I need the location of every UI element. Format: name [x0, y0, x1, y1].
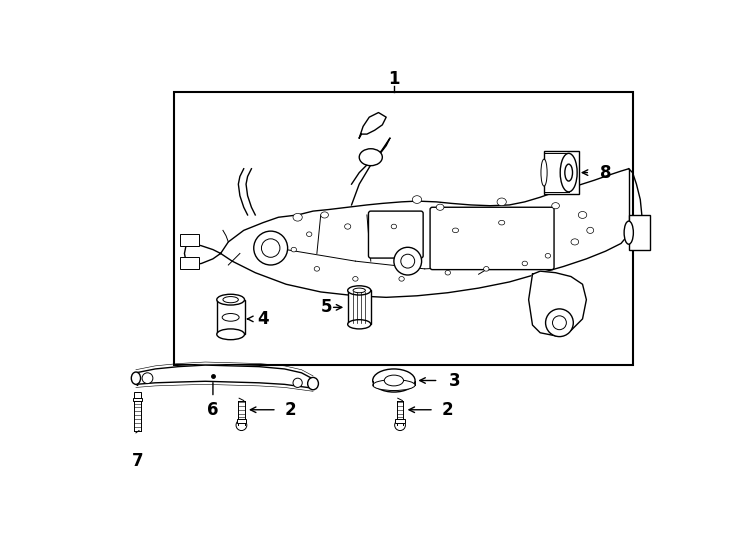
Bar [217, 300, 244, 334]
Text: 1: 1 [388, 70, 399, 87]
Circle shape [545, 309, 573, 336]
Ellipse shape [541, 159, 547, 186]
Bar [544, 151, 578, 194]
FancyBboxPatch shape [430, 207, 554, 269]
Ellipse shape [565, 164, 573, 181]
Ellipse shape [445, 271, 451, 275]
Ellipse shape [560, 153, 577, 192]
Ellipse shape [552, 202, 559, 209]
Ellipse shape [545, 253, 550, 258]
Circle shape [236, 420, 247, 430]
FancyBboxPatch shape [368, 211, 423, 258]
Ellipse shape [308, 377, 319, 390]
Bar [396, 419, 404, 423]
Ellipse shape [522, 261, 528, 266]
Circle shape [254, 231, 288, 265]
Bar [180, 234, 199, 246]
Text: 6: 6 [207, 401, 219, 418]
Ellipse shape [484, 267, 489, 271]
Ellipse shape [353, 276, 358, 281]
Circle shape [401, 254, 415, 268]
Ellipse shape [624, 221, 633, 244]
Ellipse shape [399, 276, 404, 281]
Polygon shape [528, 271, 586, 336]
Ellipse shape [498, 220, 505, 225]
Bar [133, 398, 142, 401]
Bar [629, 215, 650, 249]
Ellipse shape [452, 228, 459, 233]
Ellipse shape [586, 227, 594, 233]
Bar [237, 419, 246, 423]
Polygon shape [136, 365, 313, 388]
Ellipse shape [359, 148, 382, 166]
Ellipse shape [436, 204, 444, 210]
Ellipse shape [578, 212, 586, 218]
Ellipse shape [222, 314, 239, 321]
Ellipse shape [314, 267, 319, 271]
Ellipse shape [571, 239, 578, 245]
Circle shape [293, 378, 302, 387]
Ellipse shape [293, 213, 302, 221]
Ellipse shape [217, 294, 244, 305]
Ellipse shape [131, 372, 140, 384]
Ellipse shape [321, 212, 328, 218]
Bar [175, 92, 633, 365]
Text: 2: 2 [442, 401, 454, 418]
Ellipse shape [373, 369, 415, 392]
Bar [348, 291, 371, 325]
Circle shape [142, 373, 153, 383]
Text: 5: 5 [321, 298, 333, 316]
Circle shape [394, 247, 421, 275]
Ellipse shape [385, 375, 404, 386]
Text: 3: 3 [449, 372, 461, 389]
Ellipse shape [353, 288, 366, 293]
Circle shape [553, 316, 567, 330]
Ellipse shape [348, 320, 371, 329]
Circle shape [395, 420, 405, 430]
Ellipse shape [348, 286, 371, 295]
Text: 8: 8 [600, 164, 611, 181]
Ellipse shape [344, 224, 351, 229]
Ellipse shape [217, 329, 244, 340]
Ellipse shape [413, 195, 421, 204]
Bar [134, 392, 142, 398]
Ellipse shape [391, 224, 396, 229]
Ellipse shape [373, 380, 415, 390]
Ellipse shape [223, 296, 239, 303]
Ellipse shape [291, 247, 297, 252]
Ellipse shape [497, 198, 506, 206]
Text: 7: 7 [131, 453, 143, 470]
Ellipse shape [307, 232, 312, 237]
Text: 2: 2 [285, 401, 297, 418]
Bar [180, 257, 199, 269]
Text: 4: 4 [258, 310, 269, 328]
Circle shape [261, 239, 280, 257]
